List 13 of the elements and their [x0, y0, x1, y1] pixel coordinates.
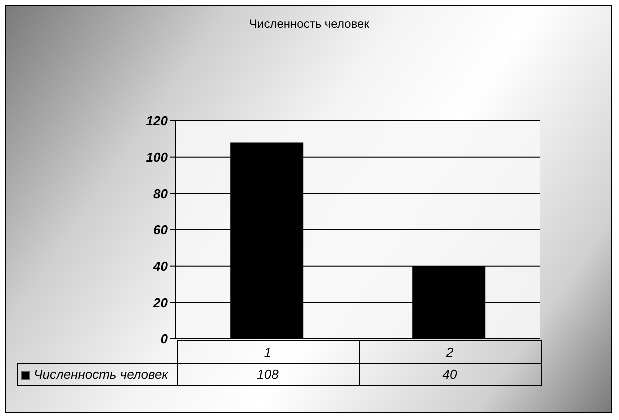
text: Численность человек — [34, 367, 168, 382]
y-tick-label: 100 — [146, 150, 169, 165]
y-tick-label: 60 — [154, 222, 169, 238]
y-tick-label: 0 — [160, 332, 169, 347]
data-label: 108 — [177, 364, 359, 386]
y-tick-label: 80 — [154, 186, 169, 202]
chart-title: Численность человек — [250, 17, 370, 31]
x-tick-label: 1 — [264, 344, 272, 360]
x-tick-label: 2 — [446, 344, 454, 360]
y-tick-label: 40 — [152, 258, 169, 274]
y-tick-label: 120 — [146, 114, 169, 129]
data-label: 40 — [359, 364, 541, 386]
y-tick-label: 20 — [152, 295, 169, 310]
